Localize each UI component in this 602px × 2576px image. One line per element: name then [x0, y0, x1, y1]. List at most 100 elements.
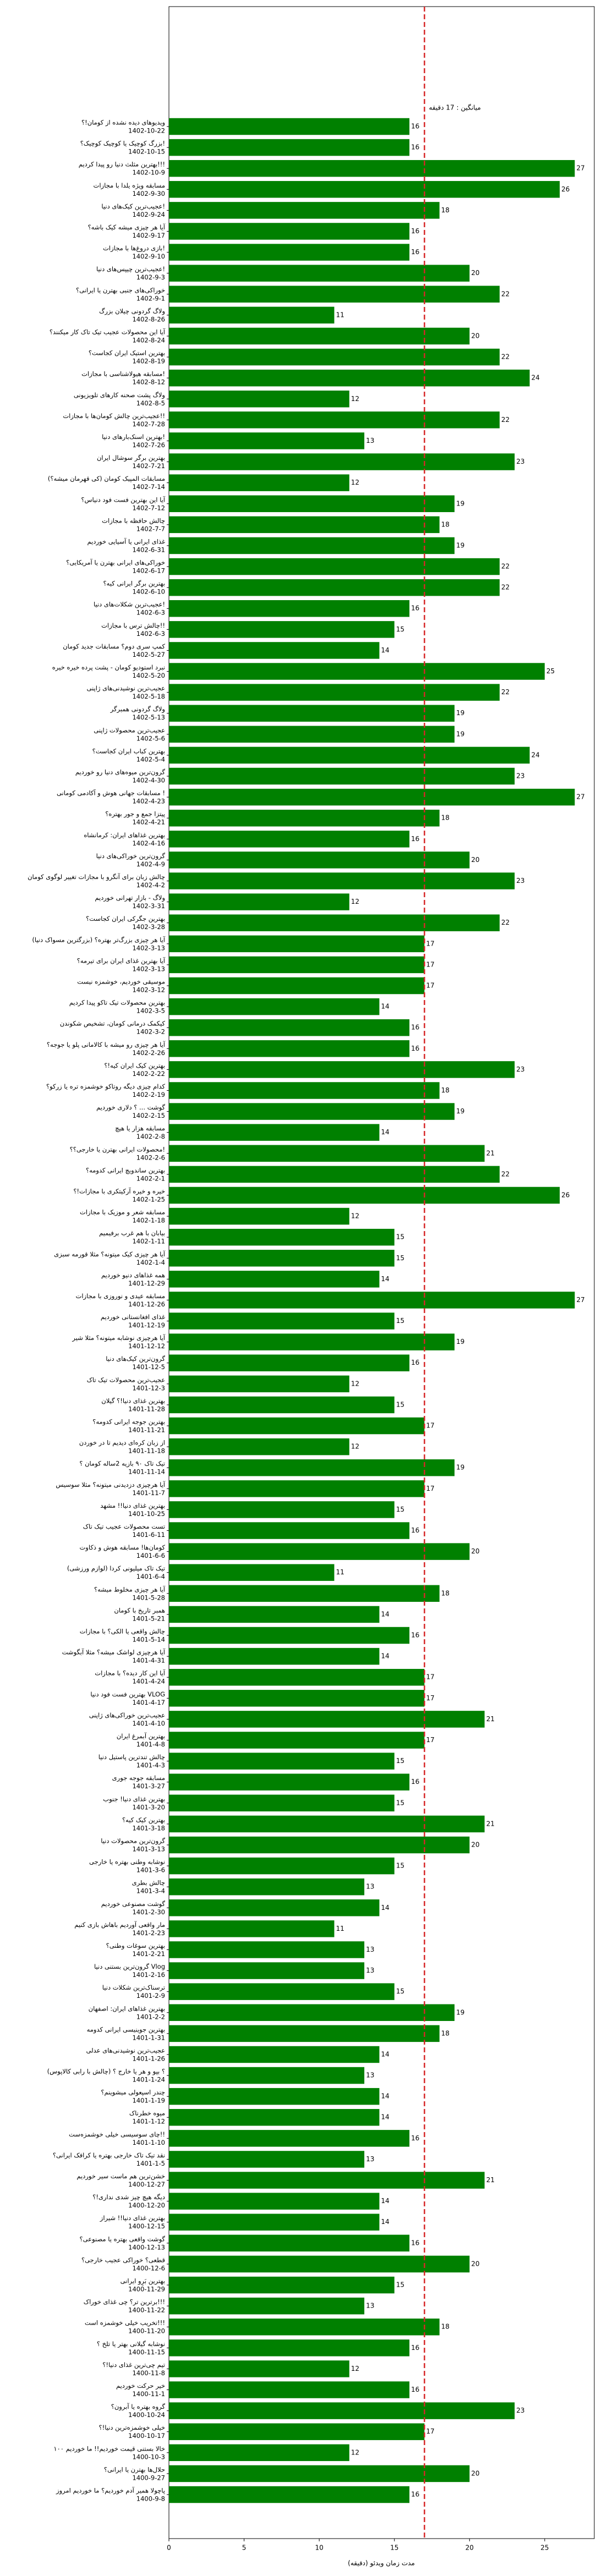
- value-label: 22: [501, 290, 510, 298]
- value-label: 17: [426, 1422, 434, 1430]
- y-tick-label: بیابان با هم غرب برفیمیم: [99, 1229, 165, 1238]
- bar: [169, 893, 349, 910]
- y-tick-date: 1400-12-6: [132, 2264, 165, 2272]
- bar: [169, 244, 410, 261]
- bar: [169, 1690, 425, 1707]
- value-label: 19: [456, 709, 464, 717]
- bar: [169, 160, 575, 177]
- y-tick-label: بهترین غذای دنیا!! شیراز: [100, 2214, 165, 2222]
- y-tick-label: بهترین جگرکی ایران کجاست؟: [86, 915, 165, 923]
- value-label: 21: [486, 1820, 495, 1827]
- value-label: 23: [516, 458, 524, 465]
- y-tick-label: ولاگ - بازار تهرانی خوردیم: [95, 894, 165, 902]
- value-label: 14: [381, 1275, 389, 1283]
- y-tick-label: بهترین بَرِو ایرانی: [121, 2277, 165, 2286]
- y-tick-label: بهترین سوغات وطنی؟: [106, 1942, 165, 1950]
- y-tick-label: گرون‌ترین خوراکی‌های دنیا: [96, 852, 166, 860]
- y-tick-date: 1402-4-21: [132, 819, 165, 826]
- bar: [169, 726, 455, 743]
- value-label: 16: [411, 1045, 419, 1052]
- bar: [169, 2004, 455, 2021]
- y-tick-date: 1402-2-8: [136, 1133, 165, 1140]
- bar: [169, 1292, 575, 1309]
- bar: [169, 2214, 380, 2231]
- y-tick-label: آیا هر چیزی مخلوط میشه؟: [94, 1585, 166, 1594]
- bar: [169, 369, 530, 387]
- y-tick-label: تخریب خیلی خوشمزه است!!!: [85, 2319, 165, 2327]
- y-tick-date: 1402-9-1: [136, 294, 165, 302]
- bar: [169, 956, 425, 974]
- y-tick-label: چالش واقعی یا الکی؟ با مجازات: [80, 1628, 165, 1636]
- y-tick-date: 1400-9-27: [132, 2474, 165, 2481]
- y-tick-date: 1402-9-10: [132, 252, 165, 260]
- value-label: 22: [501, 416, 510, 424]
- bar: [169, 306, 335, 324]
- value-label: 11: [336, 311, 344, 318]
- y-tick-label: چالش بطری: [132, 1879, 165, 1887]
- y-tick-label: عجیب‌ترین خوراکی‌های ژاپنی: [89, 1711, 165, 1720]
- bar: [169, 872, 515, 889]
- y-tick-date: 1402-1-11: [132, 1238, 165, 1245]
- y-tick-label: گرون‌ترین میوه‌های دنیا رو خوردیم: [75, 768, 166, 777]
- y-tick-date: 1401-1-19: [132, 2097, 165, 2105]
- bar: [169, 181, 560, 198]
- y-tick-label: از زبان کره‌ای دیدیم تا در خوردن: [79, 1439, 165, 1447]
- bar: [169, 998, 380, 1015]
- value-label: 16: [411, 1778, 419, 1786]
- y-tick-label: چای سوسیسی خیلی خوشمزه‌ست!!: [69, 2130, 165, 2139]
- y-tick-label: بازی دروغ‌ها با مجازات!: [103, 244, 165, 252]
- bar: [169, 1250, 395, 1267]
- y-tick-date: 1402-1-25: [132, 1195, 165, 1203]
- y-tick-label: عجیب‌ترین چیپس‌های دنیا!: [96, 265, 165, 273]
- value-label: 15: [396, 1799, 404, 1806]
- y-tick-label: آیا بهترین غذای ایران برای تیرمه؟: [77, 957, 166, 965]
- y-tick-date: 1402-5-20: [132, 672, 165, 679]
- y-tick-date: 1402-8-12: [132, 378, 165, 386]
- bar: [169, 1773, 410, 1790]
- bar: [169, 1396, 395, 1414]
- value-label: 16: [411, 144, 419, 151]
- y-tick-label: مسابقه هزار یا هیچ: [115, 1124, 165, 1133]
- y-tick-label: تیک تاک ۹۰ بازیه 2ساله کومان ؟: [79, 1460, 165, 1468]
- bar: [169, 1271, 380, 1288]
- y-tick-date: 1401-3-20: [132, 1803, 165, 1811]
- y-tick-date: 1401-4-24: [132, 1678, 165, 1685]
- y-tick-date: 1401-1-5: [136, 2160, 165, 2167]
- bar: [169, 1711, 485, 1728]
- y-tick-date: 1400-11-20: [128, 2327, 165, 2335]
- y-tick-label: آیا این کار دیده؟ با مجازات: [95, 1669, 166, 1678]
- value-label: 12: [351, 2448, 359, 2456]
- value-label: 17: [426, 1485, 434, 1492]
- y-tick-label: تست محصولات عجیب تیک تاک: [83, 1523, 165, 1531]
- bar: [169, 327, 470, 345]
- y-tick-label: حلال‌ها بهترن یا ایرانی؟: [104, 2465, 165, 2474]
- y-tick-date: 1401-12-26: [128, 1300, 165, 1308]
- y-tick-date: 1402-2-6: [136, 1154, 165, 1161]
- y-tick-date: 1402-3-31: [132, 902, 165, 910]
- y-tick-date: 1400-12-15: [128, 2222, 165, 2230]
- y-tick-date: 1402-2-19: [132, 1091, 165, 1098]
- y-tick-date: 1402-3-28: [132, 923, 165, 931]
- value-label: 15: [396, 1233, 404, 1241]
- y-tick-date: 1401-5-14: [132, 1636, 165, 1644]
- bar: [169, 1228, 395, 1246]
- bar: [169, 1480, 425, 1497]
- y-tick-date: 1401-4-3: [136, 1761, 165, 1769]
- value-label: 12: [351, 1212, 359, 1220]
- bar: [169, 1124, 380, 1141]
- y-tick-date: 1402-2-15: [132, 1112, 165, 1119]
- x-tick-label: 25: [540, 2544, 549, 2552]
- bar: [169, 202, 440, 219]
- y-tick-date: 1402-9-24: [132, 211, 165, 218]
- value-label: 16: [411, 248, 419, 256]
- bar: [169, 579, 500, 596]
- value-label: 15: [396, 2281, 404, 2289]
- value-label: 12: [351, 898, 359, 905]
- y-tick-date: 1400-11-29: [128, 2286, 165, 2293]
- y-tick-label: گرون‌ترین محصولات دنیا: [101, 1837, 165, 1845]
- bar: [169, 1333, 455, 1350]
- y-tick-date: 1402-4-16: [132, 839, 165, 847]
- y-tick-label: بهترین کیک ایران کیه!؟: [104, 1062, 165, 1070]
- y-tick-label: خیر حرکت خوردیم: [116, 2382, 165, 2390]
- bar: [169, 2172, 485, 2189]
